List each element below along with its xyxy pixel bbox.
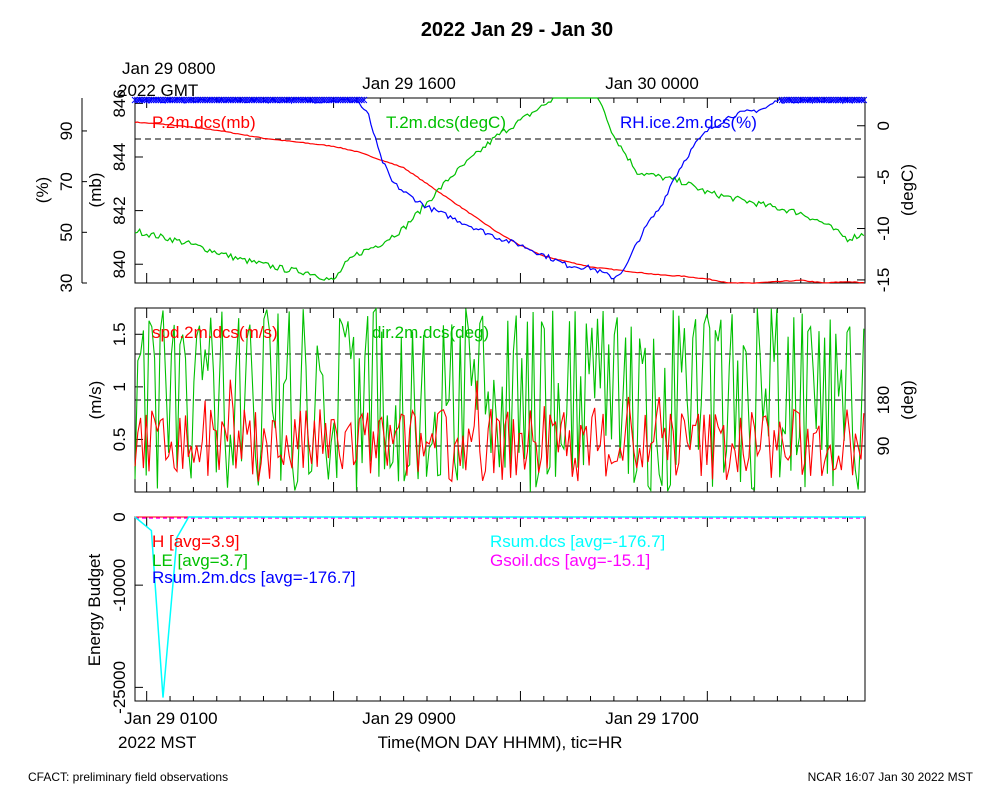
panel-1-rh-axis-label: (%) (33, 177, 52, 203)
saturation-marker (360, 96, 368, 104)
panel-2-ms-axis-label: (m/s) (86, 381, 105, 420)
bottom-axis-tick-label-2: Jan 29 1700 (605, 709, 699, 728)
panel-1-rh-saturation-markers (131, 96, 868, 104)
pressure-line (134, 121, 864, 284)
degc-tick-label: -10 (874, 216, 893, 241)
legend-rh-ice: RH.ice.2m.dcs(%) (620, 113, 757, 132)
top-axis-start-date: Jan 29 0800 (122, 59, 216, 78)
legend-rsum: Rsum.dcs [avg=-176.7] (490, 532, 665, 551)
legend-temperature: T.2m.dcs(degC) (386, 113, 506, 132)
legend-h: H [avg=3.9] (152, 532, 239, 551)
panel-1-frame (134, 97, 866, 284)
top-axis-tick-label-1: Jan 29 1600 (362, 74, 456, 93)
energy-tick-label: -10000 (110, 559, 129, 612)
mb-tick-label: 842 (110, 196, 129, 224)
deg-tick-label: 180 (874, 386, 893, 414)
top-axis-start-tz: 2022 GMT (118, 81, 198, 100)
rh-tick-label: 30 (57, 274, 76, 293)
legend-wind-speed: spd.2m.dcs(m/s) (152, 323, 278, 342)
legend-le: LE [avg=3.7] (152, 551, 248, 570)
panel-3-series (134, 516, 865, 698)
panel-2-series (134, 307, 865, 493)
panel-2-ms-ticks: 0.5 1 1.5 (110, 322, 143, 451)
rh-tick-label: 70 (57, 172, 76, 191)
wind-direction-line (134, 307, 865, 493)
ms-tick-label: 1 (110, 382, 129, 391)
energy-tick-label: -25000 (110, 661, 129, 714)
panel-1: 30 50 70 90 840 842 844 846 -15 -10 -5 0 (%) (mb)… (33, 89, 917, 292)
bottom-axis-start-date: Jan 29 0100 (124, 709, 218, 728)
panel-1-mb-axis-label: (mb) (86, 173, 105, 208)
mb-tick-label: 840 (110, 250, 129, 278)
degc-tick-label: 0 (874, 121, 893, 130)
panel-3: 0-10000-25000 Energy Budget H [avg=3.9] … (85, 512, 866, 714)
footer-left: CFACT: preliminary field observations (28, 770, 228, 784)
rsum-line (134, 516, 865, 698)
degc-tick-label: -5 (874, 170, 893, 185)
panel-2-x-ticks (146, 308, 848, 492)
panel-3-y-axis-label: Energy Budget (85, 553, 104, 666)
energy-tick-label: 0 (110, 512, 129, 521)
legend-wind-direction: dir.2m.dcs(deg) (372, 323, 489, 342)
ms-tick-label: 1.5 (110, 322, 129, 346)
saturation-marker (858, 96, 865, 104)
panel-1-mb-ticks: 840 842 844 846 (110, 89, 143, 278)
legend-pressure: P.2m.dcs(mb) (152, 113, 256, 132)
rh-tick-label: 90 (57, 121, 76, 140)
saturation-marker (358, 96, 365, 104)
wind-speed-line (134, 379, 865, 483)
temperature-line (134, 97, 865, 281)
x-axis-title: Time(MON DAY HHMM), tic=HR (378, 733, 623, 752)
panel-2-deg-axis-label: (deg) (898, 380, 917, 420)
bottom-axis-tick-label-1: Jan 29 0900 (362, 709, 456, 728)
deg-tick-label: 90 (874, 437, 893, 456)
legend-rsum-2m: Rsum.2m.dcs [avg=-176.7] (152, 568, 356, 587)
panel-1-degc-ticks: -15 -10 -5 0 (857, 121, 893, 292)
ms-tick-label: 0.5 (110, 428, 129, 452)
top-axis-tick-label-2: Jan 30 0000 (605, 74, 699, 93)
mb-tick-label: 846 (110, 89, 129, 117)
saturation-marker (860, 96, 868, 104)
footer-right: NCAR 16:07 Jan 30 2022 MST (808, 770, 974, 784)
mb-tick-label: 844 (110, 143, 129, 171)
degc-tick-label: -15 (874, 268, 893, 293)
panel-3-y-ticks: 0 -10000 -25000 (110, 512, 143, 714)
chart-title: 2022 Jan 29 - Jan 30 (421, 19, 613, 41)
rh-tick-label: 50 (57, 223, 76, 242)
bottom-axis-start-tz: 2022 MST (118, 733, 196, 752)
legend-gsoil: Gsoil.dcs [avg=-15.1] (490, 551, 650, 570)
panel-1-degc-axis-label: (degC) (898, 164, 917, 216)
panel-1-rh-ticks: 30 50 70 90 (57, 121, 87, 292)
panel-2: 0.5 1 1.5 90 180 (m/s) (deg) spd.2m.dcs(m/s… (86, 307, 917, 493)
